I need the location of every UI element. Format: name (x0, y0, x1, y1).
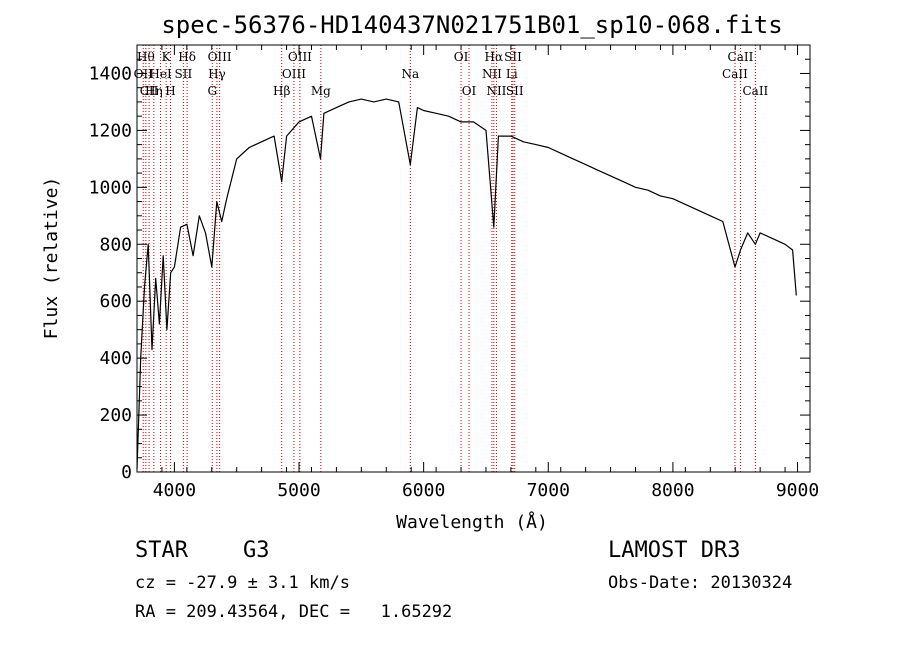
object-class: STAR (135, 538, 188, 563)
line-marker-layer: OIIHθCIIHηHeIKHSIIHδGHγOIIIHβOIIIOIIIMgN… (134, 45, 769, 472)
spectral-line-label: Hη (145, 84, 163, 98)
spectral-line-label: SII (175, 67, 193, 81)
y-tick-label: 600 (99, 291, 132, 312)
y-tick-label: 800 (99, 234, 132, 255)
ra-dec-coordinates: RA = 209.43564, DEC = 1.65292 (135, 602, 453, 622)
spectral-line-label: CaII (742, 84, 768, 98)
spectrum-layer (136, 98, 797, 470)
spectral-line-label: SII (504, 50, 522, 64)
spectral-line-label: H (165, 84, 175, 98)
x-tick-label: 4000 (153, 480, 196, 501)
spectral-line-label: CaII (728, 50, 754, 64)
spectral-line-label: Na (401, 67, 419, 81)
object-subclass: G3 (243, 538, 270, 563)
spectral-line-label: Li (506, 67, 518, 81)
y-tick-label: 1200 (89, 120, 132, 141)
x-axis-label: Wavelength (Å) (396, 511, 548, 533)
y-tick-label: 200 (99, 405, 132, 426)
spectral-line-label: OIII (282, 67, 306, 81)
survey-name: LAMOST DR3 (608, 538, 741, 563)
spectral-line-label: K (162, 50, 172, 64)
spectral-line-label: OI (462, 84, 477, 98)
spectral-line-label: OIII (288, 50, 312, 64)
y-tick-label: 1400 (89, 63, 132, 84)
plot-frame (136, 44, 811, 473)
x-tick-label: 5000 (277, 480, 320, 501)
spectral-line-label: SII (506, 84, 524, 98)
chart-title: spec-56376-HD140437N021751B01_sp10-068.f… (161, 11, 782, 39)
spectral-line-label: Hθ (137, 50, 155, 64)
spectral-line-label: NII (486, 84, 506, 98)
spectral-line-label: Mg (311, 84, 331, 98)
spectral-line-label: Hα (485, 50, 504, 64)
spectral-line-label: Hβ (273, 84, 290, 98)
x-tick-label: 7000 (527, 480, 570, 501)
y-tick-label: 0 (121, 462, 132, 483)
spectral-line-label: OII (134, 67, 154, 81)
spectral-line-label: G (207, 84, 217, 98)
x-tick-label: 9000 (776, 480, 819, 501)
spectral-line-label: OI (454, 50, 469, 64)
axis-layer: 4000 5000 6000 7000 8000 9000 0 200 400 600 800 100… (89, 45, 819, 501)
spectrum-line (136, 98, 797, 470)
x-tick-label: 6000 (402, 480, 445, 501)
spectral-line-label: Hγ (208, 67, 226, 81)
observation-date: Obs-Date: 20130324 (608, 573, 793, 593)
y-tick-label: 1000 (89, 177, 132, 198)
spectral-line-label: CaII (722, 67, 748, 81)
x-tick-label: 8000 (651, 480, 694, 501)
spectral-line-label: HeI (149, 67, 172, 81)
y-tick-label: 400 (99, 348, 132, 369)
spectral-line-label: NII (482, 67, 502, 81)
redshift-velocity: cz = -27.9 ± 3.1 km/s (135, 573, 350, 593)
spectral-line-label: Hδ (178, 50, 196, 64)
spectral-line-label: OIII (208, 50, 232, 64)
y-axis-label: Flux (relative) (41, 177, 62, 340)
